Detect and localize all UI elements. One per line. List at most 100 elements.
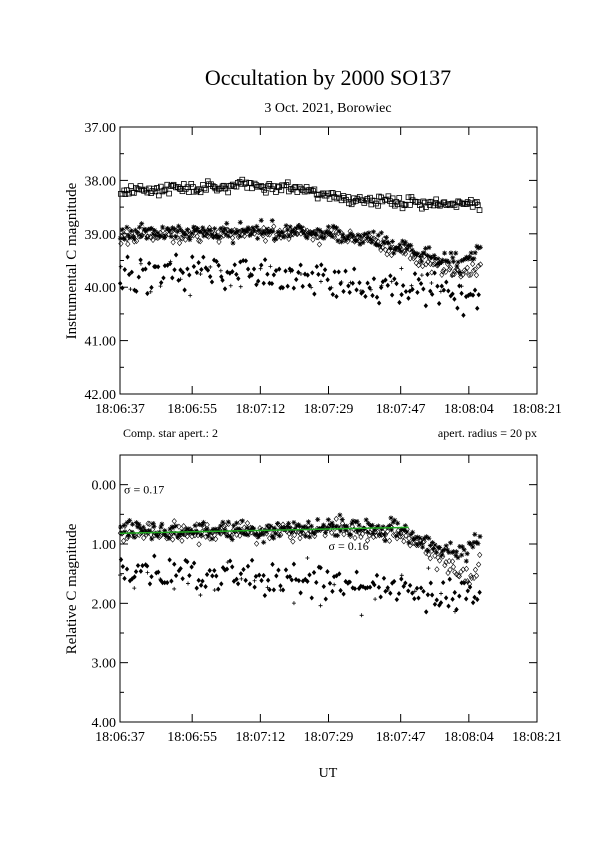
data-point [238, 529, 244, 535]
data-point [436, 300, 442, 307]
data-point [424, 253, 430, 259]
data-point [416, 276, 421, 282]
data-point [341, 591, 346, 597]
data-point [454, 549, 460, 555]
data-point [149, 225, 155, 231]
data-point [291, 184, 298, 191]
data-point [182, 232, 188, 238]
data-point [363, 293, 368, 300]
data-point [180, 269, 186, 276]
data-point [477, 261, 484, 268]
data-point [420, 544, 426, 550]
data-point [209, 231, 215, 237]
data-point [412, 271, 418, 277]
data-point [143, 266, 148, 272]
data-point [421, 286, 426, 292]
data-point [394, 281, 399, 287]
data-point [244, 525, 250, 531]
data-point [388, 590, 393, 596]
data-point [215, 235, 221, 241]
data-point [184, 229, 190, 236]
data-point [184, 533, 190, 540]
data-point [257, 572, 262, 578]
data-point [336, 228, 342, 234]
data-point [476, 292, 481, 298]
data-point [232, 227, 238, 234]
data-point [254, 223, 260, 229]
data-point [459, 544, 465, 550]
data-point [450, 255, 456, 261]
data-point [254, 282, 259, 288]
data-point [139, 529, 145, 536]
data-point [242, 530, 248, 537]
data-point [224, 533, 230, 539]
data-point [307, 282, 312, 288]
data-point [220, 565, 226, 571]
data-point [203, 187, 209, 193]
data-point [321, 524, 327, 531]
data-point [204, 178, 211, 185]
data-point [389, 238, 395, 244]
data-point [472, 250, 478, 256]
data-point [457, 543, 463, 549]
data-point [200, 578, 205, 584]
data-point [281, 233, 288, 240]
data-point [451, 270, 457, 278]
data-point [215, 527, 221, 533]
chart-subtitle: 3 Oct. 2021, Borowiec [264, 101, 391, 116]
data-point [437, 544, 443, 550]
data-point [213, 233, 219, 240]
data-point [266, 226, 272, 233]
data-point [226, 520, 232, 528]
data-point [320, 524, 326, 531]
data-point [461, 257, 467, 263]
data-point [299, 529, 306, 536]
data-point [472, 266, 478, 273]
data-point [264, 523, 270, 529]
data-point [159, 531, 165, 538]
data-point [179, 229, 185, 235]
data-point [469, 574, 475, 581]
data-point [147, 581, 153, 587]
data-point [119, 190, 126, 197]
data-point [173, 572, 179, 579]
data-point [298, 185, 305, 192]
data-point [464, 264, 470, 271]
data-point [323, 596, 328, 602]
data-point [399, 246, 405, 253]
data-point [304, 227, 310, 234]
data-point [218, 268, 223, 273]
data-point [436, 557, 443, 564]
data-point [133, 227, 139, 233]
data-point [449, 274, 454, 279]
data-point [383, 234, 389, 240]
data-point [463, 565, 470, 572]
x-tick-label: 18:07:12 [235, 730, 285, 745]
data-point [147, 528, 153, 534]
data-point [341, 531, 347, 538]
data-point [145, 520, 151, 527]
data-point [194, 585, 199, 591]
data-point [140, 563, 145, 569]
data-point [455, 305, 460, 311]
data-point [189, 564, 194, 570]
data-point [224, 566, 230, 572]
data-point [448, 293, 454, 299]
data-point [432, 552, 438, 559]
data-point [120, 285, 125, 291]
data-point [423, 261, 429, 268]
data-point [425, 592, 431, 598]
data-point [136, 274, 142, 280]
data-point [470, 260, 476, 268]
data-point [230, 269, 235, 275]
data-point [326, 230, 332, 237]
data-point [141, 229, 147, 236]
data-point [427, 254, 433, 260]
data-point [400, 238, 406, 244]
data-point [265, 585, 270, 590]
data-point [459, 258, 465, 264]
data-point [376, 300, 382, 306]
data-point [339, 516, 345, 522]
data-point [251, 526, 257, 532]
data-point [118, 524, 124, 530]
